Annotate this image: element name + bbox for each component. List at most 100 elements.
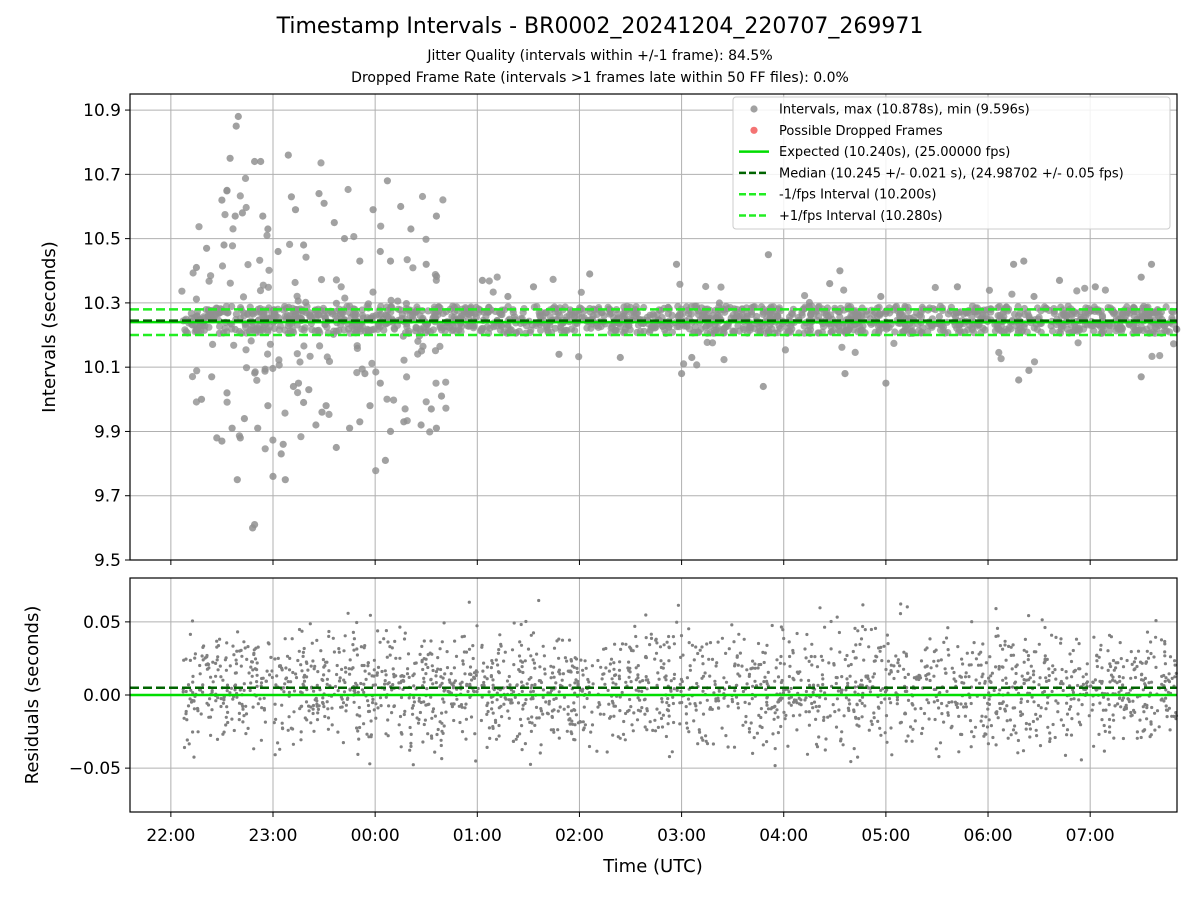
residual-point bbox=[777, 700, 781, 704]
residual-point bbox=[1145, 717, 1149, 721]
residual-point bbox=[538, 665, 542, 669]
residual-point bbox=[627, 708, 631, 712]
interval-point bbox=[890, 339, 898, 347]
residual-point bbox=[485, 703, 489, 708]
residual-point bbox=[218, 664, 222, 668]
residual-point bbox=[1008, 718, 1013, 722]
residual-point bbox=[694, 645, 698, 649]
residual-point bbox=[304, 700, 309, 704]
residuals-reference-lines bbox=[130, 686, 1177, 697]
legend: Intervals, max (10.878s), min (9.596s)Po… bbox=[732, 96, 1171, 230]
residual-point bbox=[902, 650, 906, 654]
interval-point bbox=[335, 327, 343, 335]
residual-point bbox=[690, 643, 695, 647]
interval-point bbox=[204, 312, 212, 320]
residual-point bbox=[552, 730, 556, 734]
residual-point bbox=[853, 690, 857, 694]
interval-point bbox=[411, 327, 420, 335]
residual-point bbox=[307, 704, 311, 708]
residual-point bbox=[811, 690, 815, 695]
residual-point bbox=[363, 644, 367, 648]
interval-point bbox=[317, 159, 325, 167]
interval-point bbox=[515, 327, 523, 335]
residual-point bbox=[1054, 635, 1058, 640]
residual-point bbox=[430, 716, 434, 720]
interval-point bbox=[376, 379, 384, 387]
residual-point bbox=[491, 678, 495, 682]
residual-point bbox=[1018, 710, 1023, 714]
residual-point bbox=[379, 704, 383, 708]
interval-point bbox=[192, 263, 200, 272]
residual-point bbox=[1165, 715, 1169, 719]
residual-point bbox=[779, 654, 783, 659]
residual-point bbox=[313, 664, 317, 669]
residual-point bbox=[1163, 662, 1167, 666]
residual-point bbox=[950, 724, 954, 729]
residual-point bbox=[684, 705, 688, 709]
residual-point bbox=[507, 716, 511, 720]
interval-point bbox=[702, 282, 710, 291]
residual-point bbox=[996, 716, 1000, 720]
interval-point bbox=[253, 376, 261, 384]
residual-point bbox=[1119, 688, 1123, 692]
residual-point bbox=[440, 681, 444, 685]
residual-point bbox=[1060, 667, 1064, 672]
residual-point bbox=[1031, 719, 1035, 724]
residual-point bbox=[393, 639, 397, 644]
interval-point bbox=[1109, 322, 1117, 330]
residual-point bbox=[776, 731, 781, 735]
residual-point bbox=[1146, 656, 1151, 660]
residual-point bbox=[500, 715, 504, 719]
residual-point bbox=[231, 697, 235, 701]
interval-point bbox=[277, 450, 285, 458]
residual-point bbox=[1112, 736, 1116, 740]
residual-point bbox=[715, 661, 719, 665]
residual-point bbox=[819, 654, 824, 659]
residual-point bbox=[852, 747, 856, 751]
residual-point bbox=[1050, 689, 1054, 694]
residual-point bbox=[260, 706, 264, 710]
residual-point bbox=[734, 683, 739, 688]
residual-point bbox=[844, 688, 848, 692]
residual-point bbox=[392, 704, 396, 709]
residual-point bbox=[415, 716, 419, 720]
residual-point bbox=[922, 711, 927, 716]
residual-point bbox=[482, 661, 486, 665]
residual-point bbox=[761, 650, 765, 655]
interval-point bbox=[223, 309, 232, 317]
residual-point bbox=[488, 736, 492, 741]
interval-point bbox=[236, 192, 244, 200]
residual-point bbox=[669, 689, 673, 693]
residual-point bbox=[374, 716, 378, 720]
residual-point bbox=[326, 707, 330, 711]
interval-point bbox=[917, 313, 926, 321]
residual-point bbox=[947, 653, 951, 657]
residual-point bbox=[880, 659, 884, 663]
interval-point bbox=[275, 361, 283, 369]
residual-point bbox=[242, 714, 246, 718]
residual-point bbox=[799, 678, 803, 682]
residual-point bbox=[443, 672, 447, 676]
interval-point bbox=[801, 292, 809, 300]
residual-point bbox=[435, 732, 439, 737]
residual-point bbox=[664, 678, 668, 682]
residual-point bbox=[967, 675, 971, 679]
residual-point bbox=[529, 633, 533, 637]
residual-point bbox=[821, 682, 825, 687]
residual-point bbox=[297, 649, 301, 653]
residual-point bbox=[898, 664, 902, 668]
interval-point bbox=[294, 379, 303, 387]
residual-point bbox=[184, 689, 188, 694]
residual-point bbox=[514, 737, 518, 741]
interval-point bbox=[257, 157, 265, 166]
interval-point bbox=[275, 356, 283, 364]
residual-point bbox=[829, 647, 833, 651]
interval-point bbox=[261, 445, 269, 453]
interval-point bbox=[317, 276, 326, 284]
residual-point bbox=[485, 745, 489, 750]
residual-point bbox=[575, 666, 579, 671]
residual-point bbox=[316, 711, 320, 715]
residual-point bbox=[225, 705, 229, 709]
residual-point bbox=[581, 668, 585, 672]
residual-point bbox=[308, 622, 312, 626]
